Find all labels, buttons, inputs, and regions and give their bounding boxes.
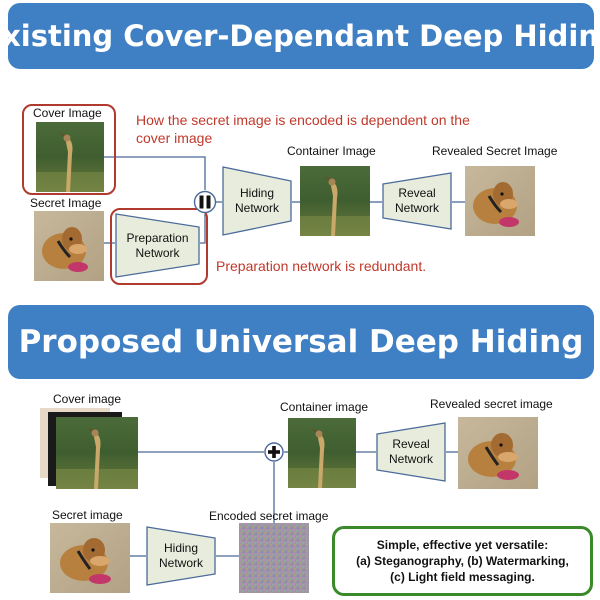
bottom-cover-image — [56, 417, 138, 489]
secret-image — [34, 211, 104, 281]
preparation-network-label: Preparation Network — [126, 230, 189, 260]
summary-line-2: (c) Light field messaging. — [390, 570, 535, 584]
bottom-banner-title: Proposed Universal Deep Hiding — [8, 305, 594, 379]
encoding-dependency-note: How the secret image is encoded is depen… — [136, 112, 470, 146]
container-image — [300, 166, 370, 236]
redundant-network-note: Preparation network is redundant. — [216, 258, 427, 274]
container-image-label: Container Image — [287, 144, 376, 158]
cover-image-label: Cover Image — [33, 106, 102, 120]
dog-photo — [34, 211, 104, 281]
bottom-reveal-network-label: Reveal Network — [388, 437, 433, 466]
dog-photo — [465, 166, 535, 236]
prep-highlight-frame — [110, 208, 208, 285]
summary-box: Simple, effective yet versatile: (a) Ste… — [332, 526, 593, 596]
dog-photo — [458, 417, 538, 489]
bird-photo — [56, 417, 138, 489]
bottom-secret-image — [50, 523, 130, 593]
top-banner-title: Existing Cover-Dependant Deep Hiding — [0, 3, 600, 69]
revealed-image-label: Revealed Secret Image — [432, 144, 558, 158]
summary-title: Simple, effective yet versatile: — [376, 538, 549, 552]
bottom-reveal-network: Reveal Network — [376, 422, 446, 482]
reveal-network-label: Reveal Network — [394, 186, 439, 215]
bird-photo — [288, 418, 356, 488]
bottom-revealed-label: Revealed secret image — [430, 397, 553, 411]
hiding-network: Hiding Network — [222, 166, 292, 236]
bottom-container-image — [288, 418, 356, 488]
concatenation-icon — [193, 190, 217, 214]
bottom-cover-label: Cover image — [53, 392, 122, 406]
bottom-container-label: Container image — [280, 400, 369, 414]
summary-line-1: (a) Steganography, (b) Watermarking, — [356, 554, 569, 568]
top-connection-lines — [104, 156, 465, 244]
bird-photo — [300, 166, 370, 236]
revealed-image — [465, 166, 535, 236]
secret-image-label: Secret Image — [30, 196, 102, 210]
reveal-network: Reveal Network — [382, 172, 452, 230]
dog-photo — [50, 523, 130, 593]
noise-pattern — [239, 523, 309, 593]
encoded-secret-image — [239, 523, 309, 593]
encoded-secret-label: Encoded secret image — [209, 509, 329, 523]
bird-photo — [36, 122, 104, 192]
preparation-network: Preparation Network — [115, 213, 200, 278]
cover-highlight-frame — [22, 104, 116, 195]
bottom-hiding-network-label: Hiding Network — [158, 541, 203, 570]
bottom-hiding-network: Hiding Network — [146, 526, 216, 586]
addition-icon — [264, 442, 284, 462]
bottom-secret-label: Secret image — [52, 508, 123, 522]
bottom-revealed-image — [458, 417, 538, 489]
cover-image — [36, 122, 104, 192]
hiding-network-label: Hiding Network — [234, 186, 279, 215]
